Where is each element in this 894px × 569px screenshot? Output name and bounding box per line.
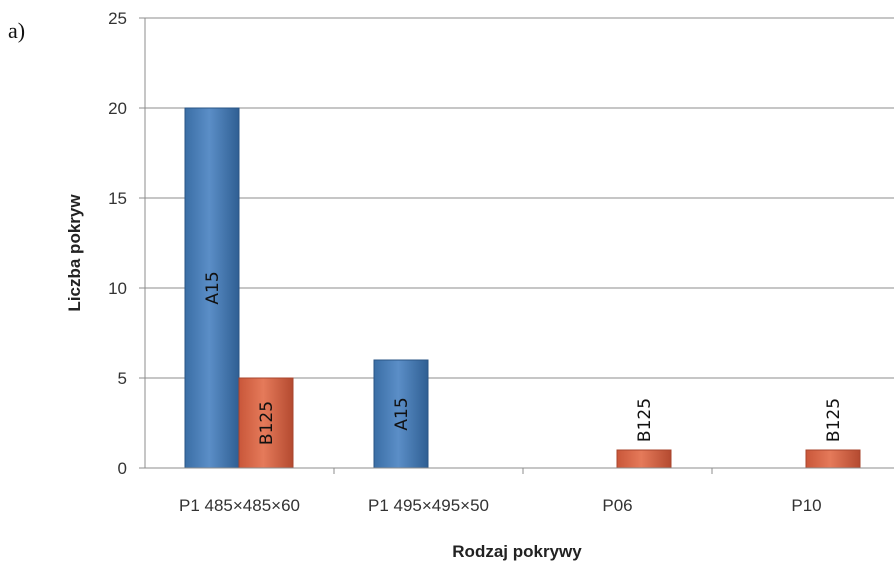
- bar: [373, 359, 429, 469]
- y-tick-label: 15: [108, 189, 127, 208]
- y-tick-label: 25: [108, 9, 127, 28]
- bar: [238, 377, 294, 469]
- bar: [805, 449, 861, 469]
- x-tick-label: P06: [602, 496, 632, 515]
- x-tick-label: P1 495×495×50: [368, 496, 489, 515]
- x-tick-label: P10: [791, 496, 821, 515]
- bar-data-label: B125: [824, 398, 844, 442]
- bar: [616, 449, 672, 469]
- y-axis-title: Liczba pokryw: [65, 194, 84, 312]
- bar-data-label: A15: [392, 397, 412, 430]
- x-axis-title: Rodzaj pokrywy: [452, 542, 582, 561]
- y-tick-label: 10: [108, 279, 127, 298]
- panel-label: a): [8, 18, 26, 43]
- bar-data-label: B125: [635, 398, 655, 442]
- y-tick-label: 5: [118, 369, 127, 388]
- x-tick-label: P1 485×485×60: [179, 496, 300, 515]
- bar-data-label: A15: [203, 271, 223, 304]
- bar-data-label: B125: [257, 401, 277, 445]
- y-tick-label: 20: [108, 99, 127, 118]
- y-tick-label: 0: [118, 459, 127, 478]
- bar: [184, 107, 240, 469]
